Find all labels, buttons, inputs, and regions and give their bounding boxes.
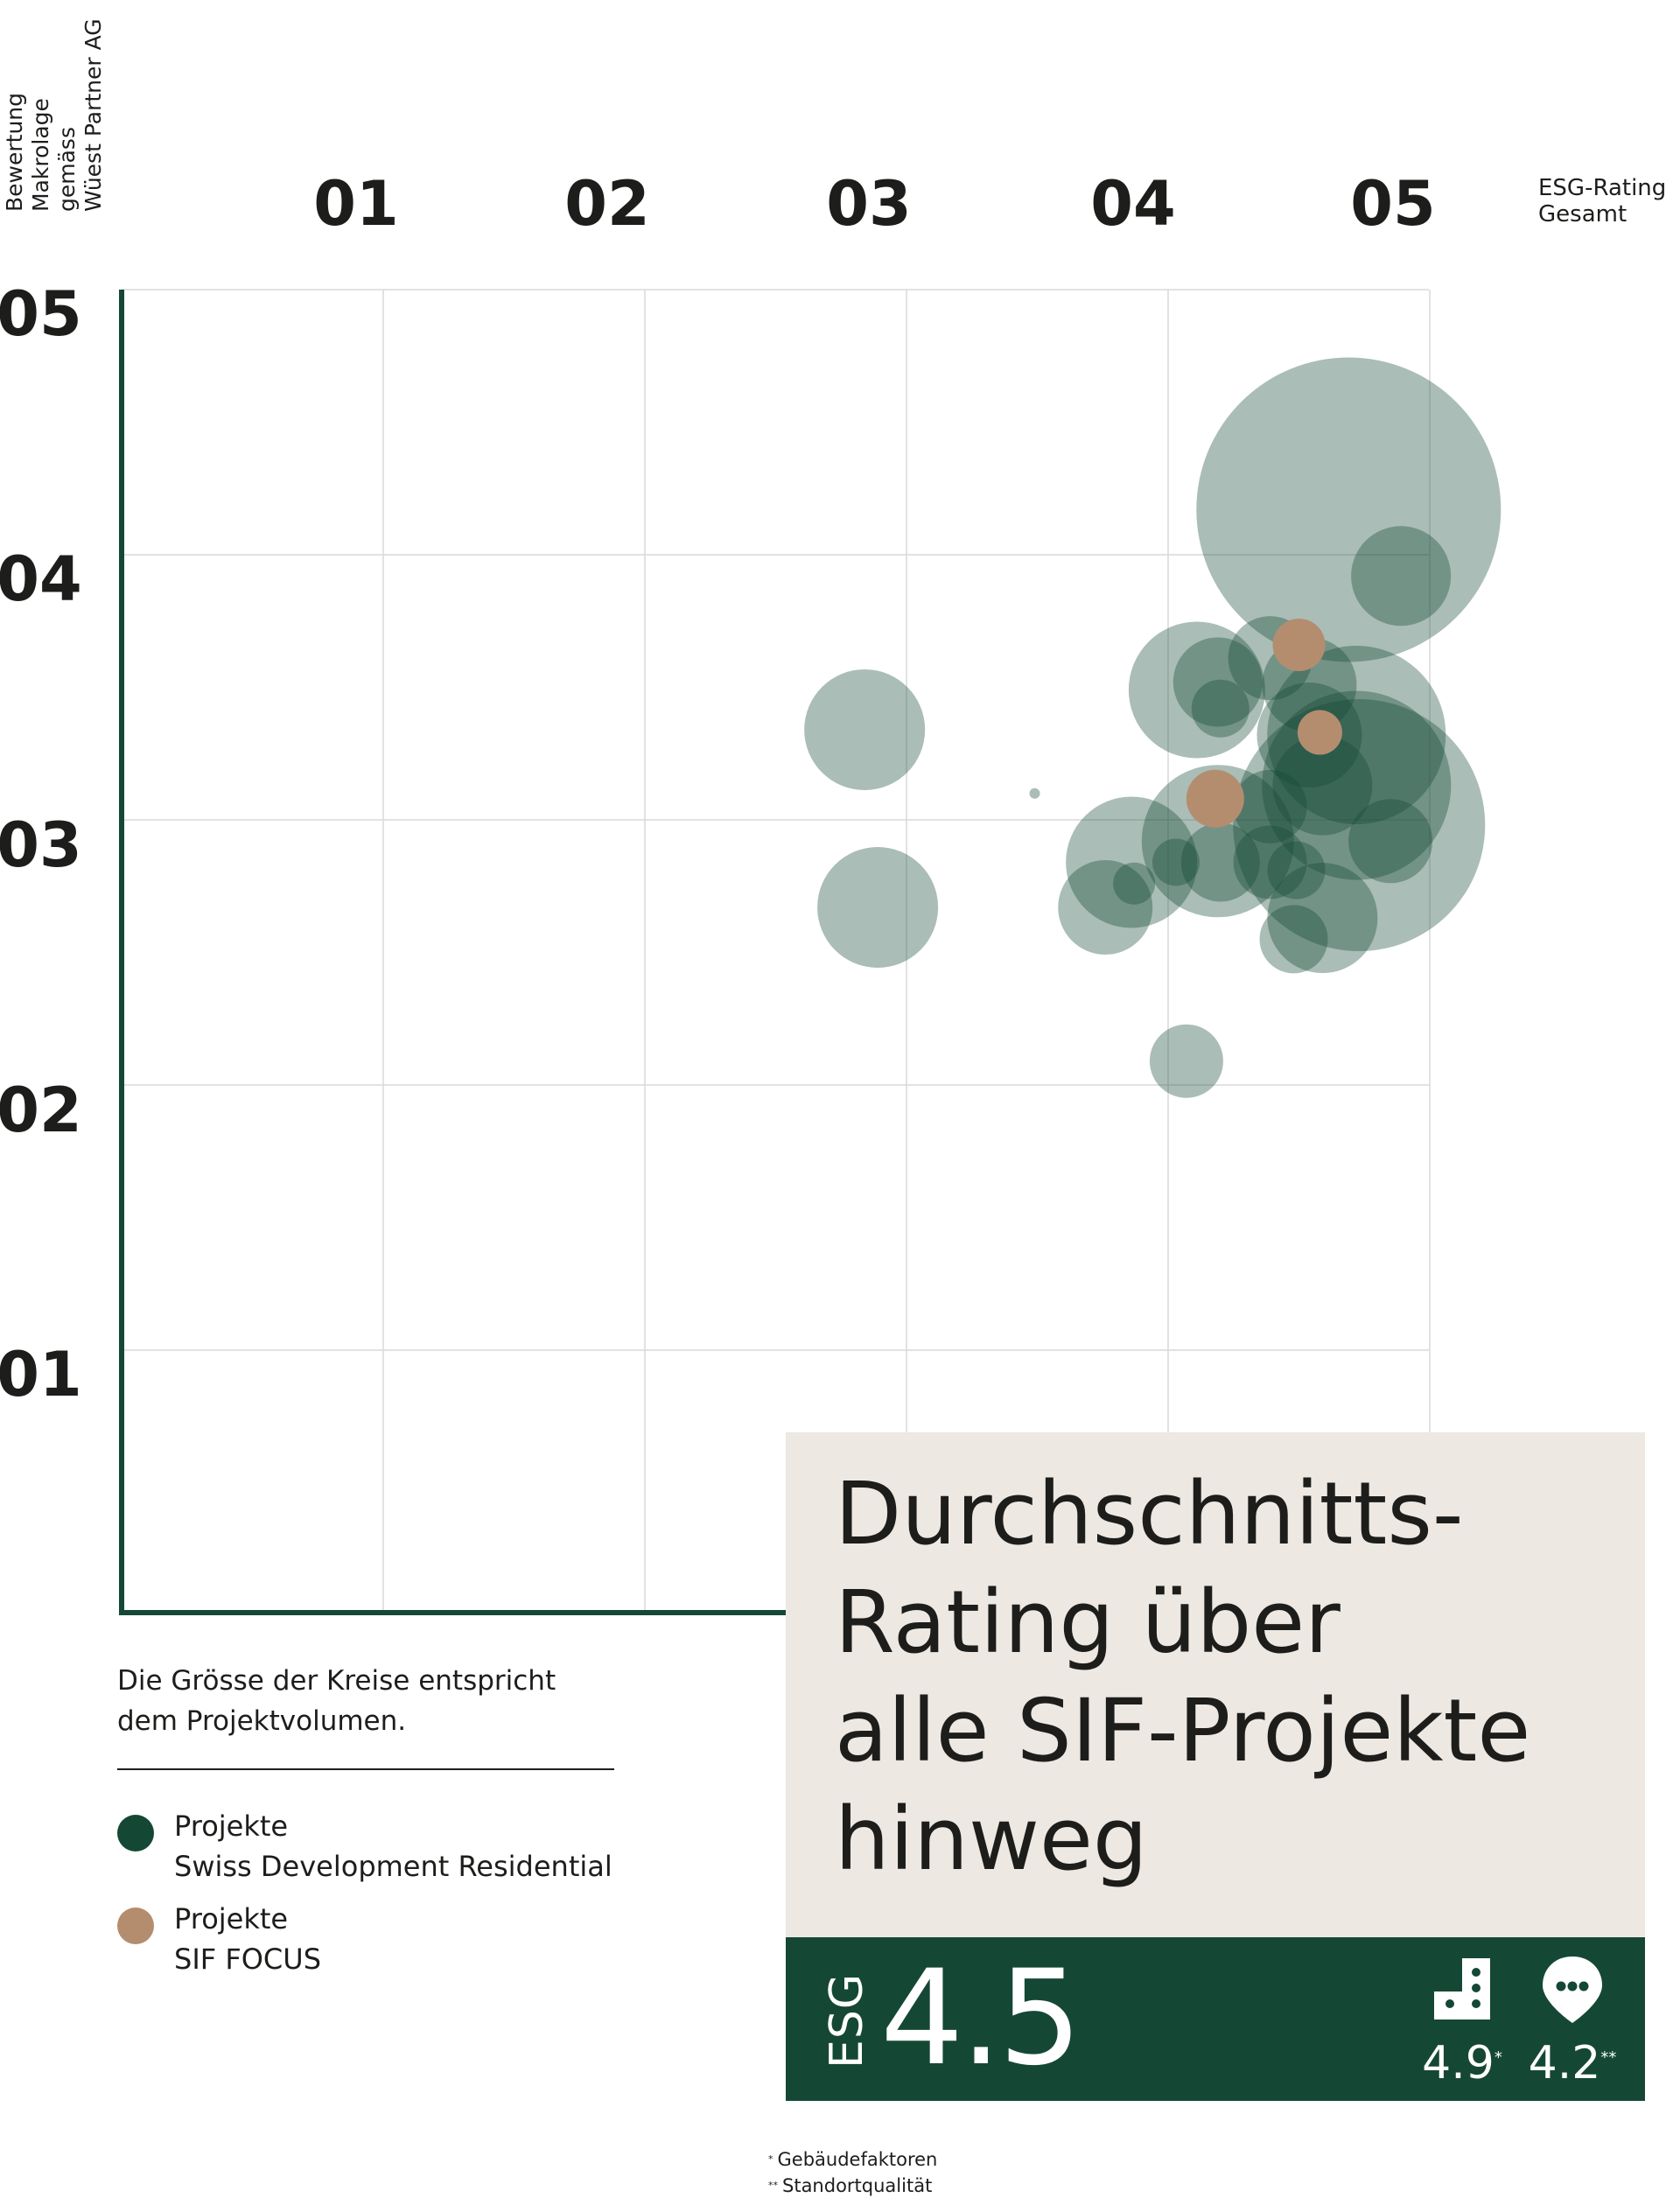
bubble — [804, 668, 926, 790]
summary-title-line: hinweg — [835, 1789, 1148, 1890]
x-tick-label: 05 — [1350, 168, 1435, 240]
x-axis-title-line: ESG-Rating — [1538, 175, 1667, 201]
size-note: Die Grösse der Kreise entspricht dem Pro… — [117, 1661, 642, 1741]
series-sif — [1186, 619, 1342, 828]
x-tick-label: 02 — [564, 168, 649, 240]
y-axis-title-line: Makrolage — [28, 98, 53, 212]
axes — [119, 290, 875, 1615]
summary-title: Durchschnitts- Rating über alle SIF-Proj… — [835, 1460, 1530, 1894]
divider — [117, 1768, 614, 1770]
bubble — [1191, 679, 1250, 738]
bubbles — [804, 357, 1502, 1098]
legend-label-line: Swiss Development Residential — [174, 1850, 612, 1883]
y-tick-label: 01 — [0, 1339, 82, 1410]
x-tick-label: 04 — [1090, 168, 1175, 240]
bubble — [1149, 1024, 1223, 1098]
bubble — [1186, 769, 1244, 828]
grid-lines — [122, 289, 1431, 1613]
legend-label: Projekte SIF FOCUS — [174, 1899, 321, 1979]
bubble — [1066, 796, 1198, 928]
bubble — [1272, 619, 1326, 672]
bubble — [1196, 357, 1502, 662]
esg-value: 4.5 — [880, 1942, 1082, 2095]
legend-label-line: Projekte — [174, 1810, 289, 1843]
bubble — [1152, 838, 1200, 886]
summary-title-line: Durchschnitts- — [835, 1464, 1464, 1564]
location-value: 4.2** — [1528, 2037, 1617, 2090]
x-tick-label: 03 — [826, 168, 911, 240]
bubble — [1267, 863, 1378, 974]
esg-label: ESG — [821, 1972, 873, 2068]
y-axis-title-line: Wüest Partner AG — [80, 18, 106, 212]
bubble — [1058, 859, 1153, 955]
bubble — [1267, 646, 1446, 825]
legend-swatch — [117, 1908, 154, 1944]
legend-label-line: Projekte — [174, 1902, 289, 1936]
summary-bar: ESG 4.5 4.9* 4.2** — [786, 1937, 1645, 2101]
bubble — [1113, 862, 1156, 905]
size-note-line: dem Projektvolumen. — [117, 1705, 407, 1737]
summary-panel: Durchschnitts- Rating über alle SIF-Proj… — [786, 1432, 1645, 1937]
bubble — [1141, 765, 1294, 918]
bubble — [1297, 710, 1342, 755]
legend-label: Projekte Swiss Development Residential — [174, 1806, 612, 1886]
series-sdr — [804, 357, 1502, 1098]
y-tick-label: 04 — [0, 543, 82, 615]
summary-title-line: Rating über — [835, 1572, 1340, 1673]
bubble — [1351, 526, 1452, 626]
summary-title-line: alle SIF-Projekte — [835, 1681, 1531, 1782]
x-tick-label: 01 — [313, 168, 398, 240]
location-pin-icon — [1524, 1955, 1620, 2025]
building-stat: 4.9* — [1414, 1955, 1510, 2086]
bubble — [1272, 735, 1373, 836]
building-value: 4.9* — [1422, 2037, 1502, 2090]
bubble — [1233, 825, 1307, 900]
bubble — [1233, 769, 1307, 844]
location-stat: 4.2** — [1524, 1955, 1620, 2086]
legend-label-line: SIF FOCUS — [174, 1942, 321, 1976]
x-axis-title-line: Gesamt — [1538, 201, 1628, 228]
y-axis-title-line: Bewertung — [2, 93, 27, 212]
y-axis-title-line: gemäss — [54, 127, 80, 212]
footnote: * Gebäudefaktoren — [768, 2149, 938, 2170]
size-note-line: Die Grösse der Kreise entspricht — [117, 1665, 556, 1697]
y-tick-label: 03 — [0, 809, 82, 881]
y-tick-label: 05 — [0, 278, 82, 350]
x-axis-title: ESG-Rating Gesamt — [1538, 175, 1666, 228]
bubble — [1267, 841, 1326, 900]
building-icon — [1414, 1955, 1510, 2025]
footnotes: * Gebäudefaktoren ** Standortqualität — [768, 2146, 937, 2199]
bubble — [1128, 621, 1265, 759]
bubble — [1180, 822, 1260, 902]
bubble — [1029, 788, 1040, 799]
footnote: ** Standortqualität — [768, 2175, 933, 2196]
tick-labels: 01 02 03 04 05 05 04 03 02 01 — [0, 168, 1436, 1410]
bubble — [1172, 637, 1263, 727]
bubble — [1348, 799, 1433, 884]
bubble — [1259, 905, 1328, 974]
y-tick-label: 02 — [0, 1074, 82, 1146]
legend-swatch — [117, 1815, 154, 1852]
bubble — [1233, 699, 1486, 952]
bubble — [817, 846, 939, 968]
